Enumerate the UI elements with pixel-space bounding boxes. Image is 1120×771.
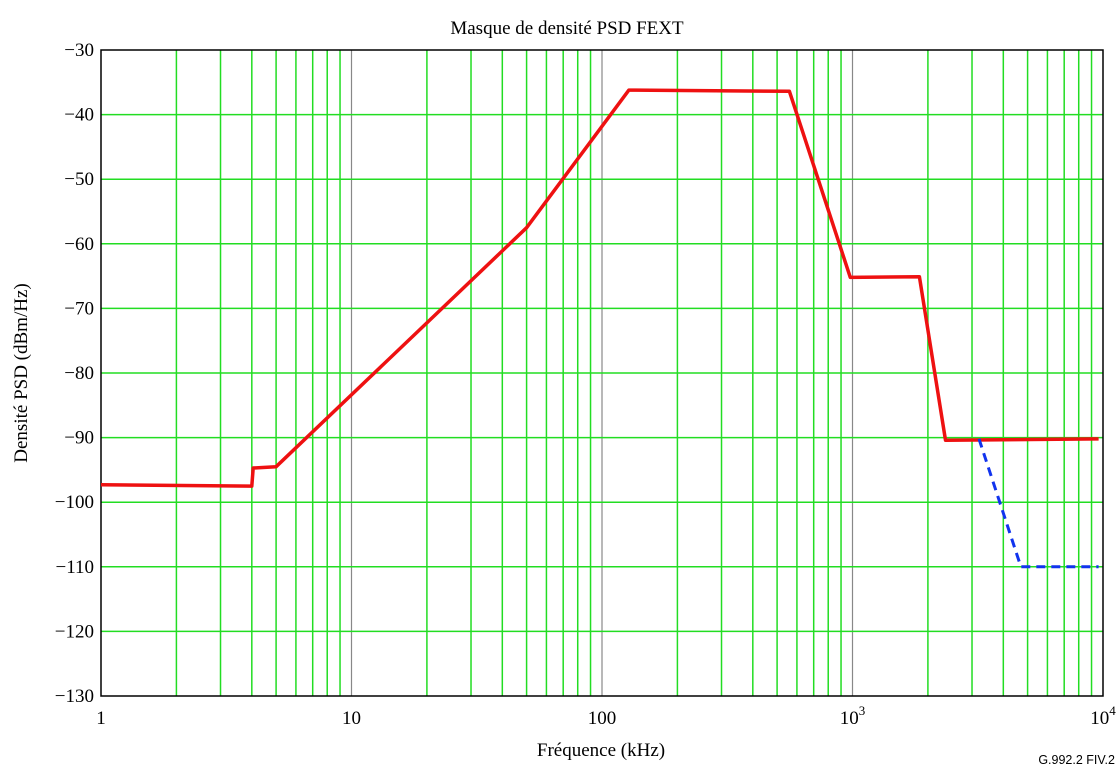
series-layer — [100, 88, 1099, 569]
chart-title: Masque de densité PSD FEXT — [450, 18, 684, 39]
figure-reference: G.992.2 FIV.2 — [1038, 753, 1115, 767]
x-axis-label: Fréquence (kHz) — [537, 740, 665, 761]
x-tick-label: 103 — [840, 703, 866, 729]
y-tick-label: −60 — [64, 234, 94, 255]
y-tick-label: −130 — [55, 686, 94, 707]
plot-frame — [100, 49, 1104, 697]
y-tick-label: −30 — [64, 40, 94, 61]
x-tick-exponent: 4 — [1109, 703, 1116, 718]
series-line-2 — [977, 438, 1099, 569]
grid — [101, 50, 1103, 696]
y-tick-label: −80 — [64, 363, 94, 384]
x-tick-label: 104 — [1090, 703, 1116, 729]
y-tick-label: −100 — [55, 492, 94, 513]
y-tick-label: −90 — [64, 428, 94, 449]
x-tick-label: 1 — [96, 708, 106, 729]
y-tick-labels: −30 −40 −50 −60 −70 −80 −90 −100 −110 −120 −130 — [55, 40, 94, 707]
x-tick-label: 100 — [588, 708, 617, 729]
y-tick-label: −50 — [64, 169, 94, 190]
y-tick-label: −110 — [55, 557, 94, 578]
y-axis-label: Densité PSD (dBm/Hz) — [11, 283, 32, 462]
y-tick-label: −40 — [64, 105, 94, 126]
series-line-1 — [100, 88, 1099, 488]
y-tick-label: −70 — [64, 298, 94, 319]
x-tick-labels: 1 10 100 103 104 — [96, 703, 1116, 729]
y-tick-label: −120 — [55, 621, 94, 642]
x-tick-label: 10 — [342, 708, 361, 729]
x-tick-exponent: 3 — [859, 703, 866, 718]
